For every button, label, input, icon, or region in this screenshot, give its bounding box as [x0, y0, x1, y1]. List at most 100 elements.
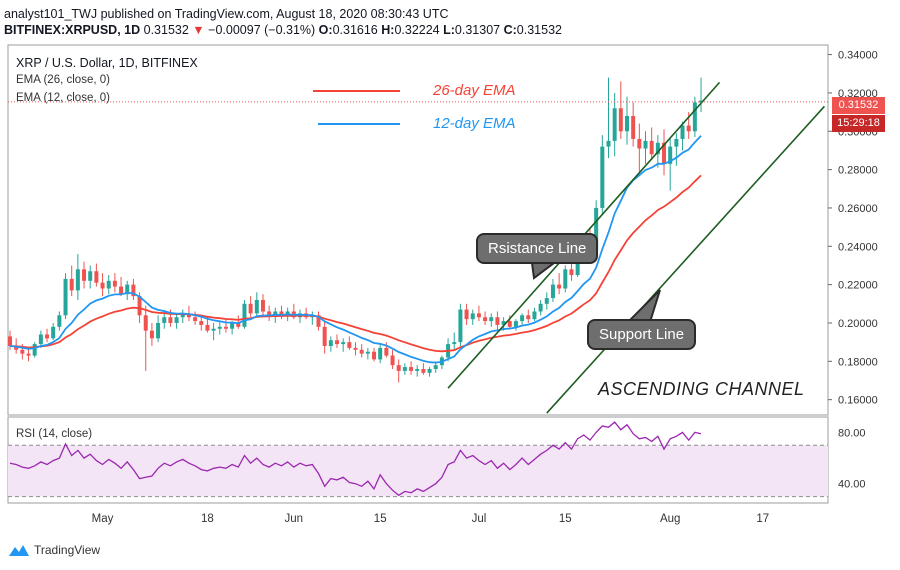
candle-body	[63, 278, 68, 316]
ema26-legend[interactable]: EMA (26, close, 0)	[16, 74, 110, 86]
candle-body	[230, 322, 235, 329]
x-tick-label: 18	[201, 513, 214, 525]
candle-body	[637, 138, 642, 149]
candle-body	[20, 349, 25, 354]
candle-body	[94, 271, 99, 283]
y-tick-label: 0.24000	[838, 241, 878, 253]
y-tick-label: 0.22000	[838, 280, 878, 292]
candle-body	[501, 321, 506, 325]
candle-body	[396, 365, 401, 371]
candle-body	[45, 334, 50, 339]
tradingview-logo-icon	[9, 545, 29, 556]
candle-body	[390, 355, 395, 366]
candle-body	[125, 284, 130, 295]
support-callout-pointer	[625, 289, 661, 323]
candle-body	[427, 368, 432, 373]
candle-body	[69, 278, 74, 291]
ema26-annotation: 26-day EMA	[433, 82, 516, 99]
countdown-tag: 15:29:18	[832, 115, 885, 132]
candle-body	[594, 207, 599, 251]
candle-body	[353, 347, 358, 350]
open-value: 0.31616	[332, 23, 378, 37]
y-tick-label: 0.28000	[838, 165, 878, 177]
x-tick-label: May	[92, 513, 114, 525]
candle-body	[186, 313, 191, 318]
high-value: 0.32224	[394, 23, 440, 37]
candle-body	[483, 317, 488, 322]
candle-body	[248, 303, 253, 314]
candle-body	[217, 326, 222, 329]
rsi-legend[interactable]: RSI (14, close)	[16, 428, 93, 440]
candle-body	[600, 146, 605, 208]
x-tick-label: Jul	[472, 513, 487, 525]
candle-body	[100, 282, 105, 289]
candle-body	[372, 351, 377, 360]
ema12-annotation: 12-day EMA	[433, 115, 516, 132]
high-label: H:	[381, 23, 395, 37]
candle-body	[199, 321, 204, 325]
candle-body	[347, 342, 352, 348]
open-label: O:	[318, 23, 333, 37]
candle-body	[335, 340, 340, 345]
candle-body	[143, 315, 148, 331]
footer-brand[interactable]: TradingView	[8, 543, 100, 557]
candle-body	[649, 140, 654, 155]
rsi-tick-label: 80.00	[838, 427, 866, 439]
channel-lower-line	[546, 105, 826, 414]
candle-body	[563, 269, 568, 289]
candle-body	[489, 317, 494, 322]
candle-body	[106, 280, 111, 289]
candle-body	[557, 284, 562, 289]
candle-body	[180, 313, 185, 318]
candle-body	[476, 313, 481, 318]
ema12-line	[9, 135, 702, 364]
candle-body	[625, 115, 629, 132]
candle-body	[341, 342, 346, 345]
candle-body	[643, 140, 648, 149]
y-tick-label: 0.20000	[838, 318, 878, 330]
close-label: C:	[503, 23, 517, 37]
candle-body	[242, 303, 247, 327]
candle-body	[507, 321, 512, 327]
ema12-legend[interactable]: EMA (12, close, 0)	[16, 92, 110, 104]
low-value: 0.31307	[454, 23, 501, 37]
candle-body	[8, 336, 12, 346]
support-callout: Support Line	[587, 319, 697, 350]
candle-body	[156, 322, 161, 339]
candle-body	[433, 365, 438, 369]
candle-body	[606, 140, 611, 147]
candle-body	[575, 253, 580, 276]
publish-info: analyst101_TWJ published on TradingView.…	[4, 7, 449, 21]
rsi-band	[8, 445, 828, 497]
candle-body	[223, 326, 228, 329]
candle-body	[520, 315, 525, 322]
candle-body	[267, 311, 272, 316]
candle-body	[452, 342, 457, 345]
candle-body	[409, 367, 414, 371]
close-value: 0.31532	[516, 23, 562, 37]
candle-body	[168, 317, 173, 323]
x-tick-label: 15	[559, 513, 572, 525]
candle-body	[532, 311, 537, 320]
symbol-info: BITFINEX:XRPUSD, 1D 0.31532 ▼ −0.00097 (…	[4, 23, 562, 37]
resistance-callout: Rsistance Line	[476, 233, 599, 264]
candle-body	[495, 317, 500, 325]
candle-body	[193, 317, 198, 322]
chart-title: XRP / U.S. Dollar, 1D, BITFINEX	[16, 56, 198, 70]
candle-body	[569, 269, 574, 276]
candle-body	[618, 108, 623, 132]
candle-body	[254, 299, 259, 314]
candle-body	[662, 142, 667, 164]
candle-body	[538, 303, 543, 312]
candle-body	[316, 315, 321, 327]
y-tick-label: 0.16000	[838, 395, 878, 407]
candle-body	[51, 326, 56, 339]
candle-body	[82, 269, 87, 281]
candle-body	[279, 311, 284, 316]
candle-body	[680, 125, 685, 139]
candle-body	[32, 344, 37, 356]
candle-body	[464, 309, 469, 320]
candle-body	[402, 367, 407, 371]
last-price-tag: 0.31532	[832, 97, 885, 114]
